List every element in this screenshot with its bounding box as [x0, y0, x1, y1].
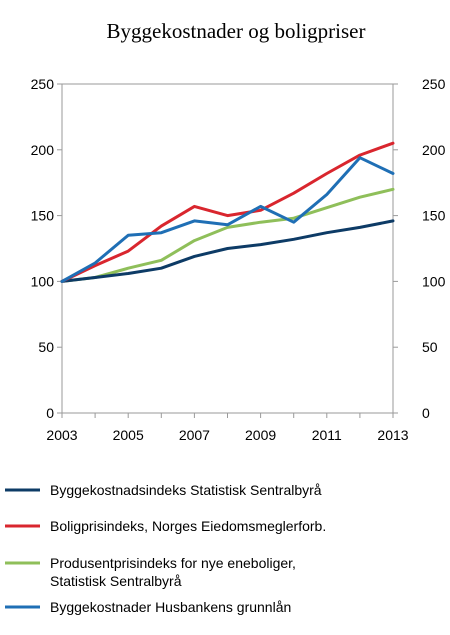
y-tick-label-right: 150 [422, 208, 446, 224]
legend-label-1: Byggekostnadsindeks Statistisk Sentralby… [50, 482, 322, 498]
x-tick-label: 2007 [179, 427, 210, 443]
x-tick-label: 2009 [245, 427, 276, 443]
y-tick-label-left: 50 [38, 339, 54, 355]
x-tick-label: 2013 [377, 427, 408, 443]
series-line-3 [60, 187, 395, 283]
y-tick-label-right: 0 [422, 405, 430, 421]
y-tick-label-right: 250 [422, 76, 446, 92]
y-tick-label-right: 200 [422, 142, 446, 158]
series-line-1 [60, 219, 395, 283]
legend-label-4: Byggekostnader Husbankens grunnlån [50, 599, 291, 615]
series-line-2 [60, 141, 395, 283]
y-tick-label-left: 0 [46, 405, 54, 421]
y-tick-label-left: 150 [31, 208, 55, 224]
legend-label-2: Boligprisindeks, Norges Eiedomsmeglerfor… [50, 518, 326, 534]
series-line-4 [60, 156, 395, 283]
plot-area: 0 0 50 50 100 100 150 150 200 200 250 250 2003 2005 20… [31, 76, 446, 443]
y-tick-label-right: 50 [422, 339, 438, 355]
x-tick-label: 2011 [312, 427, 342, 443]
legend-label-3-line2: Statistisk Sentralbyrå [50, 573, 182, 589]
x-tick-label: 2005 [113, 427, 144, 443]
y-tick-label-left: 250 [31, 76, 55, 92]
legend-label-3: Produsentprisindeks for nye eneboliger, [50, 555, 296, 571]
legend: Byggekostnadsindeks Statistisk Sentralby… [5, 482, 326, 615]
y-tick-label-left: 200 [31, 142, 55, 158]
x-tick-label: 2003 [46, 427, 77, 443]
chart-title: Byggekostnader og boligpriser [107, 19, 366, 43]
y-tick-label-right: 100 [422, 273, 446, 289]
y-tick-label-left: 100 [31, 273, 55, 289]
